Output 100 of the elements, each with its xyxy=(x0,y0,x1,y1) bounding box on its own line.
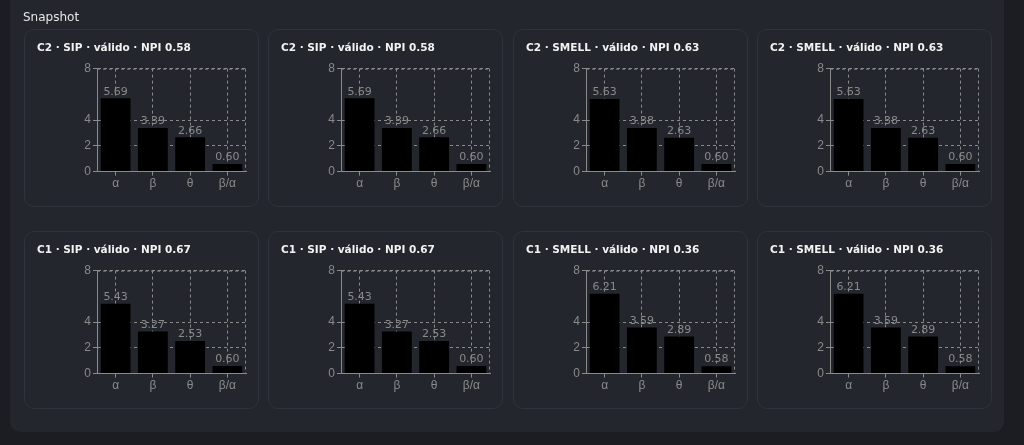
y-tick-label: 2 xyxy=(573,340,581,355)
y-tick-label: 2 xyxy=(573,138,581,153)
chart-title: C2 · SMELL · válido · NPI 0.63 xyxy=(526,41,700,54)
data-label: 0.60 xyxy=(948,150,973,164)
y-tick-label: 2 xyxy=(84,138,92,153)
y-tick-label: 8 xyxy=(573,262,581,277)
y-tick-label: 4 xyxy=(817,314,825,329)
data-label: 6.21 xyxy=(592,280,617,294)
data-label: 2.63 xyxy=(666,124,692,138)
data-label: 2.66 xyxy=(177,123,203,137)
x-tick-label: α xyxy=(601,176,609,191)
data-label: 0.60 xyxy=(704,150,729,164)
x-tick-label: β xyxy=(149,378,157,393)
bar xyxy=(419,341,450,374)
y-tick-label: 0 xyxy=(573,163,581,178)
data-label: 2.63 xyxy=(910,124,936,138)
bar xyxy=(175,137,206,172)
chart-title: C2 · SIP · válido · NPI 0.58 xyxy=(281,41,435,54)
data-label: 0.60 xyxy=(459,150,484,164)
chart-title: C1 · SMELL · válido · NPI 0.36 xyxy=(770,243,944,256)
y-tick-label: 0 xyxy=(328,365,336,380)
y-tick-label: 4 xyxy=(84,112,92,127)
x-tick-label: θ xyxy=(919,378,927,393)
bar xyxy=(456,365,487,374)
bar xyxy=(212,163,243,172)
y-tick-label: 2 xyxy=(328,340,336,355)
bar xyxy=(945,163,976,172)
y-tick-label: 2 xyxy=(817,138,825,153)
data-label: 0.60 xyxy=(459,352,484,366)
bar xyxy=(870,128,901,172)
y-tick-label: 0 xyxy=(328,163,336,178)
bar xyxy=(589,99,620,172)
x-tick-label: α xyxy=(845,176,853,191)
y-tick-label: 2 xyxy=(84,340,92,355)
bar xyxy=(589,293,620,374)
y-tick-label: 8 xyxy=(84,60,92,75)
x-tick-label: β xyxy=(393,378,401,393)
x-tick-label: θ xyxy=(675,176,683,191)
data-label: 2.66 xyxy=(421,123,447,137)
text: Snapshot xyxy=(23,10,80,24)
bar xyxy=(664,336,695,374)
y-tick-label: 2 xyxy=(328,138,336,153)
data-label: 0.58 xyxy=(948,352,973,366)
bar xyxy=(419,137,450,172)
chart-title: C2 · SMELL · válido · NPI 0.63 xyxy=(770,41,944,54)
y-tick-label: 0 xyxy=(573,365,581,380)
x-tick-label: θ xyxy=(186,176,194,191)
chart-title: C1 · SMELL · válido · NPI 0.36 xyxy=(526,243,700,256)
bar xyxy=(100,303,131,374)
x-tick-label: θ xyxy=(430,378,438,393)
data-label: 5.63 xyxy=(836,85,861,99)
bar xyxy=(945,366,976,374)
bar xyxy=(344,98,375,172)
x-tick-label: β/α xyxy=(951,176,970,191)
y-tick-label: 4 xyxy=(84,314,92,329)
y-tick-label: 4 xyxy=(328,314,336,329)
bar xyxy=(664,137,695,172)
bar xyxy=(381,331,412,374)
bar xyxy=(833,293,864,374)
data-label: 2.53 xyxy=(177,327,203,341)
bar xyxy=(137,127,168,172)
x-tick-label: α xyxy=(601,378,609,393)
y-tick-label: 4 xyxy=(817,112,825,127)
data-label: 2.89 xyxy=(910,322,936,336)
x-tick-label: β/α xyxy=(218,378,237,393)
x-tick-label: α xyxy=(112,176,120,191)
bar xyxy=(908,336,939,374)
x-tick-label: α xyxy=(356,378,364,393)
x-tick-label: β/α xyxy=(707,378,726,393)
x-tick-label: α xyxy=(845,378,853,393)
data-label: 3.59 xyxy=(629,313,655,327)
y-tick-label: 8 xyxy=(84,262,92,277)
x-tick-label: β xyxy=(638,378,646,393)
x-tick-label: β/α xyxy=(951,378,970,393)
data-label: 0.58 xyxy=(704,352,729,366)
data-label: 0.60 xyxy=(215,352,240,366)
chart-title: C1 · SIP · válido · NPI 0.67 xyxy=(281,243,435,256)
y-tick-label: 0 xyxy=(84,365,92,380)
bar xyxy=(212,365,243,374)
bar xyxy=(701,163,732,172)
y-tick-label: 8 xyxy=(328,262,336,277)
y-tick-label: 8 xyxy=(817,60,825,75)
data-label: 0.60 xyxy=(215,150,240,164)
bar xyxy=(701,366,732,374)
data-label: 2.53 xyxy=(421,327,447,341)
x-tick-label: β xyxy=(638,176,646,191)
y-tick-label: 8 xyxy=(573,60,581,75)
y-tick-label: 2 xyxy=(817,340,825,355)
x-tick-label: α xyxy=(112,378,120,393)
bar xyxy=(175,341,206,374)
x-tick-label: θ xyxy=(919,176,927,191)
data-label: 6.21 xyxy=(836,280,861,294)
x-tick-label: β/α xyxy=(218,176,237,191)
bar xyxy=(381,127,412,172)
bar xyxy=(100,98,131,172)
x-tick-label: β/α xyxy=(462,378,481,393)
chart-title: C1 · SIP · válido · NPI 0.67 xyxy=(37,243,191,256)
bar xyxy=(456,163,487,172)
bar xyxy=(344,303,375,374)
y-tick-label: 0 xyxy=(817,163,825,178)
